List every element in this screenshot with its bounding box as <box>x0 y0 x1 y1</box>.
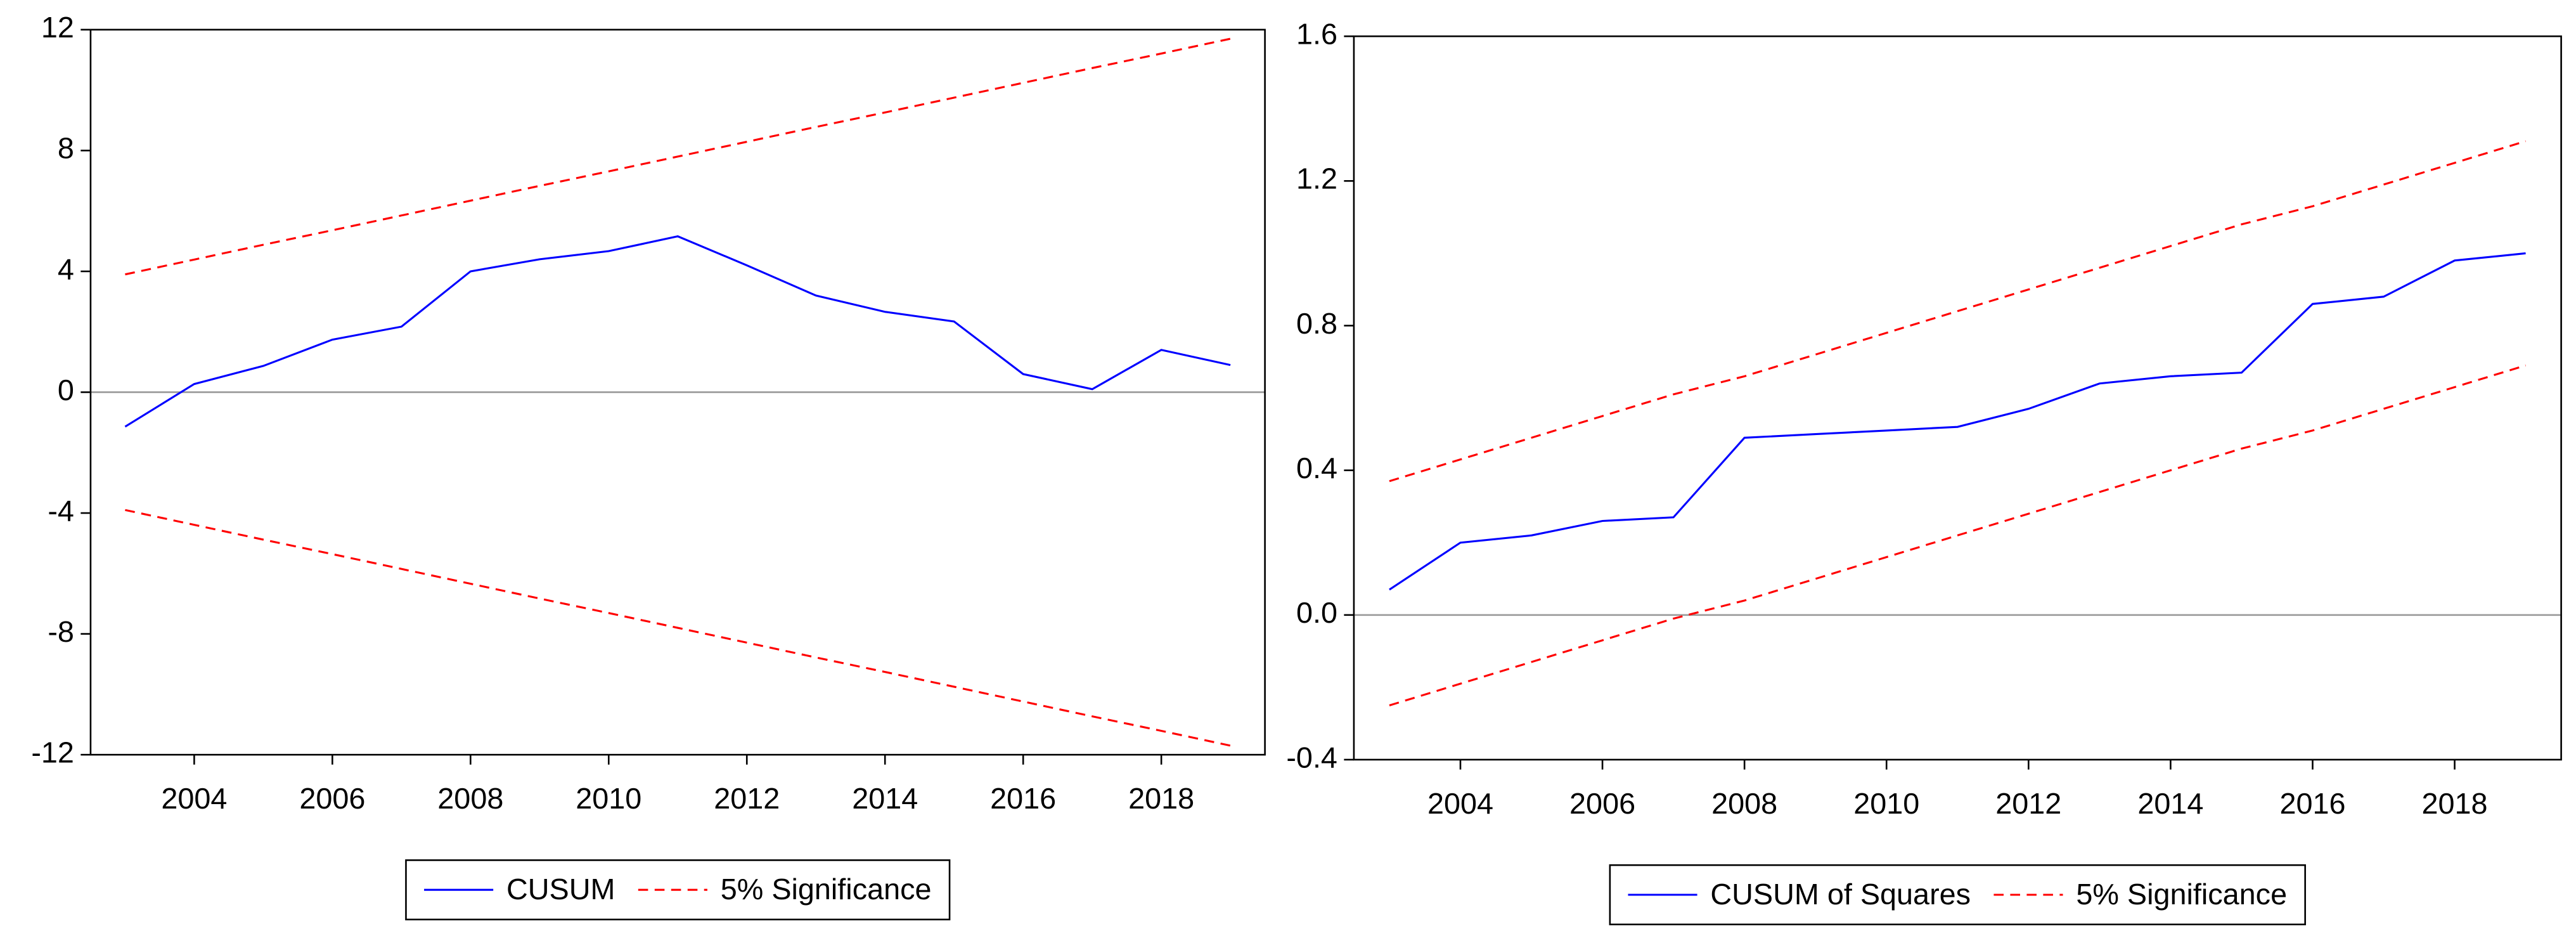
y-tick-label: 0.0 <box>1296 596 1337 629</box>
x-tick-label: 2010 <box>1853 787 1919 820</box>
x-tick-label: 2014 <box>852 782 918 815</box>
x-tick-label: 2004 <box>161 782 227 815</box>
legend-label: CUSUM <box>506 873 615 906</box>
x-tick-label: 2016 <box>2279 787 2345 820</box>
legend-box <box>1609 864 2306 926</box>
x-tick-label: 2012 <box>714 782 780 815</box>
significance-line <box>125 37 1231 276</box>
significance-line <box>1389 140 2527 483</box>
y-tick-label: 8 <box>58 132 74 165</box>
x-tick-label: 2006 <box>299 782 365 815</box>
x-tick-label: 2006 <box>1569 787 1635 820</box>
x-tick-label: 2018 <box>2422 787 2488 820</box>
significance-line <box>125 509 1231 747</box>
y-tick-label: -12 <box>31 736 74 769</box>
plot-frame <box>89 29 1266 756</box>
y-tick-label: -8 <box>48 615 74 648</box>
y-tick-label: 4 <box>58 252 74 285</box>
y-tick-label: 0.8 <box>1296 307 1337 340</box>
y-tick-label: 0 <box>58 374 74 406</box>
y-tick-label: -4 <box>48 494 74 527</box>
x-tick-label: 2008 <box>437 782 503 815</box>
y-tick-label: 1.2 <box>1296 162 1337 195</box>
x-tick-label: 2008 <box>1711 787 1777 820</box>
series-line <box>124 235 1231 428</box>
x-tick-label: 2010 <box>576 782 641 815</box>
y-tick-label: 0.4 <box>1296 452 1337 484</box>
x-tick-label: 2012 <box>1995 787 2061 820</box>
x-tick-label: 2018 <box>1128 782 1194 815</box>
x-tick-label: 2014 <box>2137 787 2203 820</box>
plot-frame <box>1353 35 2562 761</box>
x-tick-label: 2004 <box>1427 787 1493 820</box>
series-line <box>1389 252 2526 591</box>
x-tick-label: 2016 <box>990 782 1056 815</box>
y-tick-label: 1.6 <box>1296 18 1337 51</box>
legend-label: CUSUM of Squares <box>1710 878 1971 911</box>
significance-line <box>1389 364 2527 706</box>
legend-label: 5% Significance <box>2076 878 2287 911</box>
y-tick-label: -0.4 <box>1286 741 1337 774</box>
legend-label: 5% Significance <box>721 873 932 906</box>
y-tick-label: 12 <box>41 11 74 44</box>
